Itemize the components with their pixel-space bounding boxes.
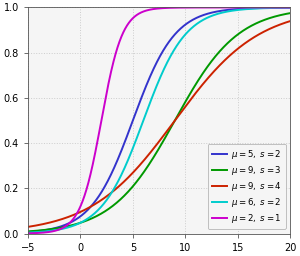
$\mu=2,\ s=1$ [26, 232, 30, 235]
$\mu=6,\ s=2$ [281, 6, 284, 9]
$\mu=6,\ s=2$ [233, 9, 236, 12]
$\mu=9,\ s=3$ [281, 13, 284, 16]
$\mu=9,\ s=4$ [281, 22, 284, 25]
$\mu=5,\ s=2$ [40, 229, 43, 232]
$\mu=9,\ s=4$ [289, 19, 292, 23]
$\mu=9,\ s=3$ [281, 13, 284, 16]
$\mu=9,\ s=3$ [40, 229, 43, 232]
$\mu=2,\ s=1$ [233, 6, 236, 9]
Line: $\mu=6,\ s=2$: $\mu=6,\ s=2$ [28, 8, 290, 233]
$\mu=9,\ s=4$ [147, 153, 150, 156]
Legend: $\mu=5,\ s=2$, $\mu=9,\ s=3$, $\mu=9,\ s=4$, $\mu=6,\ s=2$, $\mu=2,\ s=1$: $\mu=5,\ s=2$, $\mu=9,\ s=3$, $\mu=9,\ s… [208, 144, 286, 229]
$\mu=2,\ s=1$ [40, 231, 43, 234]
$\mu=6,\ s=2$ [289, 6, 292, 9]
$\mu=6,\ s=2$ [147, 105, 150, 108]
$\mu=9,\ s=3$ [233, 36, 236, 39]
$\mu=9,\ s=3$ [154, 153, 157, 156]
Line: $\mu=9,\ s=4$: $\mu=9,\ s=4$ [28, 21, 290, 227]
$\mu=2,\ s=1$ [154, 7, 157, 10]
$\mu=9,\ s=4$ [233, 50, 236, 53]
$\mu=2,\ s=1$ [147, 8, 150, 12]
$\mu=6,\ s=2$ [40, 230, 43, 233]
$\mu=9,\ s=3$ [26, 230, 30, 233]
Line: $\mu=5,\ s=2$: $\mu=5,\ s=2$ [28, 8, 290, 232]
$\mu=9,\ s=4$ [154, 145, 157, 148]
$\mu=6,\ s=2$ [281, 6, 284, 9]
$\mu=6,\ s=2$ [154, 87, 157, 90]
$\mu=2,\ s=1$ [289, 6, 292, 9]
Line: $\mu=9,\ s=3$: $\mu=9,\ s=3$ [28, 13, 290, 231]
$\mu=5,\ s=2$ [233, 8, 236, 11]
$\mu=2,\ s=1$ [281, 6, 284, 9]
$\mu=5,\ s=2$ [289, 6, 292, 9]
$\mu=5,\ s=2$ [154, 63, 157, 66]
Line: $\mu=2,\ s=1$: $\mu=2,\ s=1$ [28, 7, 290, 233]
$\mu=5,\ s=2$ [281, 6, 284, 9]
$\mu=9,\ s=3$ [289, 12, 292, 15]
$\mu=5,\ s=2$ [26, 230, 30, 233]
$\mu=5,\ s=2$ [147, 79, 150, 82]
$\mu=6,\ s=2$ [26, 231, 30, 234]
$\mu=9,\ s=3$ [147, 164, 150, 167]
$\mu=9,\ s=4$ [40, 223, 43, 226]
$\mu=9,\ s=4$ [281, 22, 284, 25]
$\mu=5,\ s=2$ [281, 6, 284, 9]
$\mu=2,\ s=1$ [281, 6, 284, 9]
$\mu=9,\ s=4$ [26, 225, 30, 228]
